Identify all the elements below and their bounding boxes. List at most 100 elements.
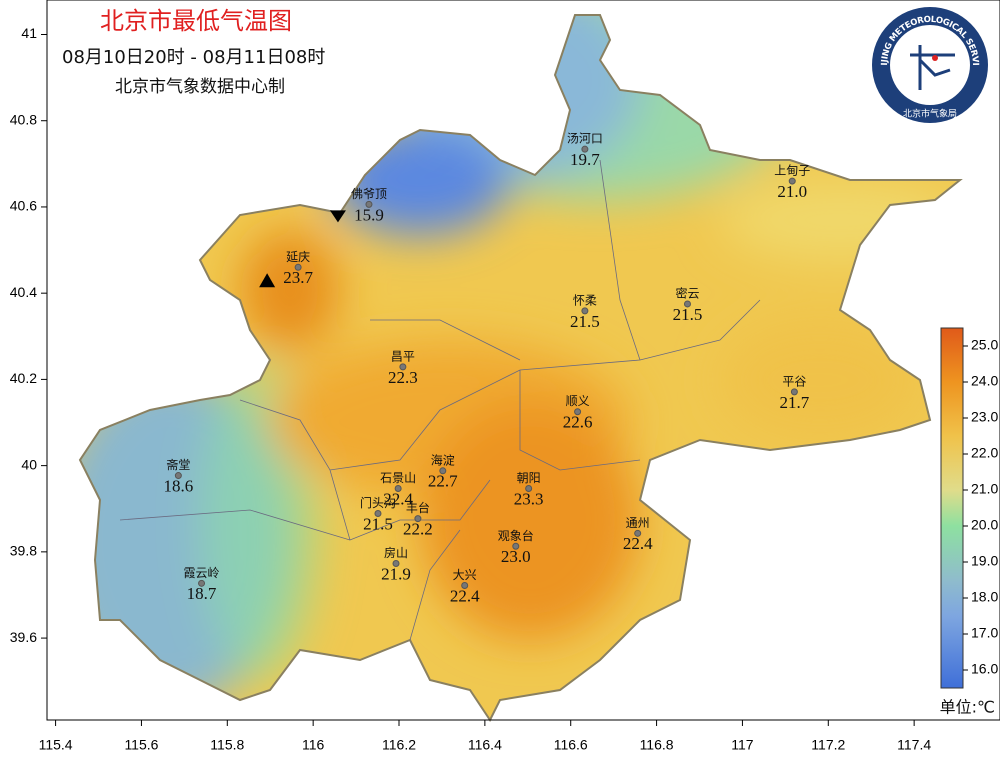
colorbar-tick-label: 20.0	[971, 517, 998, 533]
station-dot	[392, 559, 400, 567]
station-name: 斋堂	[166, 457, 190, 472]
x-tick-label: 115.8	[210, 737, 244, 753]
x-tick-label: 116.6	[554, 737, 588, 753]
max-marker	[259, 273, 276, 288]
station-value: 23.3	[514, 489, 544, 508]
x-tick-label: 115.4	[39, 737, 73, 753]
x-tick-label: 116.8	[640, 737, 674, 753]
x-tick-label: 116	[302, 737, 325, 753]
station-dot	[399, 363, 407, 371]
station-value: 22.4	[383, 489, 413, 508]
station-name: 丰台	[406, 500, 430, 515]
x-tick-label: 116.4	[468, 737, 502, 753]
station-name: 通州	[626, 516, 650, 530]
y-tick-label: 41	[21, 25, 37, 41]
station-name: 密云	[675, 285, 699, 300]
station-dot	[581, 307, 589, 315]
district-lines	[119, 159, 761, 641]
colorbar-tick-label: 23.0	[971, 409, 998, 425]
station-value: 22.7	[428, 472, 458, 491]
station-dot	[365, 200, 373, 208]
colorbar-tick-label: 25.0	[971, 337, 998, 353]
station-dot	[683, 300, 691, 308]
station-name: 佛爷顶	[351, 187, 387, 201]
logo-text: 北京市气象局	[903, 108, 957, 120]
station-value: 23.7	[283, 268, 313, 287]
station-value: 21.5	[673, 305, 703, 324]
colorbar-tick-label: 22.0	[971, 445, 998, 461]
station-name: 朝阳	[517, 471, 541, 485]
source: 北京市气象数据中心制	[115, 77, 285, 97]
station-dot	[581, 145, 589, 153]
station-name: 上甸子	[774, 164, 810, 178]
station-value: 18.6	[163, 476, 193, 495]
station-name: 霞云岭	[184, 566, 220, 580]
station-dot	[634, 529, 642, 537]
station-name: 延庆	[286, 250, 310, 264]
station-dot	[394, 484, 402, 492]
station-value: 22.3	[388, 368, 418, 387]
station-name: 房山	[384, 545, 408, 560]
colorbar-tick-label: 16.0	[971, 661, 998, 677]
station-dot	[374, 509, 382, 517]
y-tick-label: 40	[21, 456, 37, 472]
station-dot	[174, 472, 182, 480]
station-value: 21.5	[363, 514, 393, 533]
station-value: 18.7	[187, 584, 217, 603]
station-value: 21.9	[381, 564, 411, 583]
station-value: 22.6	[563, 413, 593, 432]
station-name: 石景山	[380, 471, 416, 485]
period: 08月10日20时 - 08月11日08时	[62, 47, 325, 68]
station-name: 观象台	[498, 528, 534, 543]
colorbar-tick-label: 18.0	[971, 589, 998, 605]
station-name: 海淀	[431, 452, 455, 467]
station-name: 平谷	[782, 374, 806, 388]
station-dot	[574, 408, 582, 416]
y-tick-label: 40.6	[10, 198, 37, 214]
colorbar	[940, 327, 964, 689]
colorbar-tick-label: 24.0	[971, 373, 998, 389]
station-value: 23.0	[501, 547, 531, 566]
y-tick-label: 39.8	[10, 543, 37, 559]
station-name: 昌平	[391, 349, 415, 363]
station-dot	[461, 581, 469, 589]
station-name: 怀柔	[573, 293, 597, 307]
station-value: 22.4	[450, 586, 480, 605]
y-tick-label: 39.6	[10, 629, 37, 645]
x-tick-label: 117	[731, 737, 754, 753]
y-tick-label: 40.8	[10, 111, 37, 127]
station-name: 顺义	[566, 394, 590, 408]
frame	[46, 0, 1000, 721]
title: 北京市最低气温图	[100, 7, 292, 35]
station-value: 15.9	[354, 205, 384, 224]
station-value: 19.7	[570, 150, 600, 169]
colorbar-tick-label: 17.0	[971, 625, 998, 641]
station-dot	[439, 467, 447, 475]
station-value: 21.0	[777, 182, 807, 201]
min-marker	[329, 210, 346, 223]
station-dot	[788, 177, 796, 185]
colorbar-tick-label: 19.0	[971, 553, 998, 569]
x-tick-label: 117.2	[811, 737, 845, 753]
station-value: 21.5	[570, 312, 600, 331]
station-value: 22.4	[623, 534, 653, 553]
station-dot	[512, 542, 520, 550]
station-name: 汤河口	[567, 132, 603, 146]
station-dot	[525, 484, 533, 492]
unit-label: 单位:℃	[940, 698, 995, 717]
station-dot	[790, 388, 798, 396]
station-dot	[198, 579, 206, 587]
station-dot	[414, 515, 422, 523]
station-name: 门头沟	[360, 495, 396, 510]
x-tick-label: 117.4	[897, 737, 931, 753]
colorbar-tick-label: 21.0	[971, 481, 998, 497]
x-tick-label: 115.6	[124, 737, 158, 753]
station-dot	[294, 263, 302, 271]
x-tick-label: 116.2	[382, 737, 416, 753]
station-value: 22.2	[403, 520, 433, 539]
y-tick-label: 40.2	[10, 370, 37, 386]
y-tick-label: 40.4	[10, 284, 37, 300]
station-name: 大兴	[453, 568, 477, 582]
